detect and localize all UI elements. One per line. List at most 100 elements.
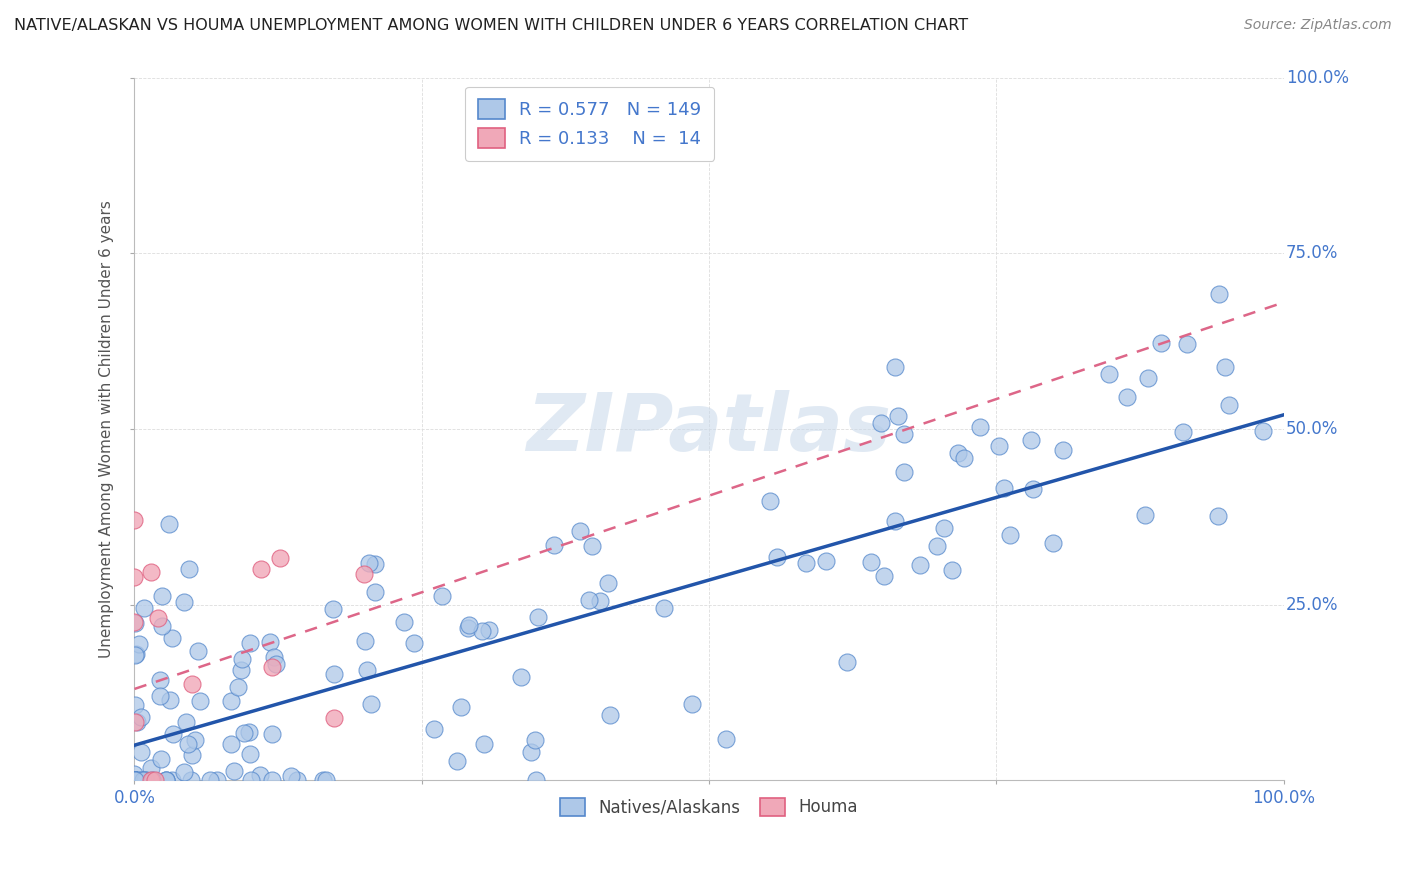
Point	[198, 773, 221, 788]
Point	[159, 692, 181, 706]
Point	[124, 698, 146, 712]
Point	[188, 694, 211, 708]
Point	[1000, 528, 1022, 542]
Point	[472, 738, 495, 752]
Point	[969, 419, 991, 434]
Point	[180, 773, 202, 788]
Point	[135, 773, 157, 788]
Point	[716, 731, 738, 746]
Point	[129, 710, 152, 724]
Point	[353, 567, 375, 582]
Point	[322, 602, 344, 616]
Point	[589, 594, 612, 608]
Point	[814, 554, 837, 568]
Point	[794, 556, 817, 570]
Point	[249, 561, 271, 575]
Point	[224, 764, 246, 778]
Point	[155, 773, 177, 788]
Text: 50.0%: 50.0%	[1286, 420, 1339, 438]
Point	[143, 773, 166, 788]
Point	[141, 773, 163, 788]
Point	[446, 754, 468, 768]
Point	[124, 513, 146, 527]
Point	[363, 585, 385, 599]
Point	[132, 773, 155, 788]
Point	[131, 773, 153, 788]
Point	[1042, 536, 1064, 550]
Point	[149, 673, 172, 688]
Point	[392, 615, 415, 629]
Point	[129, 745, 152, 759]
Point	[232, 726, 254, 740]
Point	[260, 659, 283, 673]
Point	[269, 551, 291, 566]
Point	[893, 465, 915, 479]
Point	[205, 773, 228, 788]
Point	[264, 657, 287, 672]
Point	[125, 773, 148, 788]
Point	[860, 555, 883, 569]
Point	[132, 773, 155, 788]
Point	[870, 416, 893, 430]
Point	[124, 773, 146, 788]
Point	[124, 773, 146, 788]
Legend: Natives/Alaskans, Houma: Natives/Alaskans, Houma	[551, 789, 866, 825]
Point	[124, 615, 146, 630]
Point	[231, 663, 253, 677]
Point	[226, 680, 249, 694]
Point	[155, 773, 177, 788]
Point	[162, 632, 184, 646]
Point	[1218, 398, 1240, 412]
Point	[569, 524, 592, 538]
Point	[150, 619, 173, 633]
Point	[124, 773, 146, 788]
Point	[520, 745, 543, 759]
Point	[654, 601, 676, 615]
Point	[364, 558, 387, 572]
Point	[134, 773, 156, 788]
Point	[359, 556, 381, 570]
Point	[934, 521, 956, 535]
Point	[315, 773, 337, 788]
Point	[873, 569, 896, 583]
Point	[124, 714, 146, 729]
Point	[160, 773, 183, 788]
Point	[239, 636, 262, 650]
Point	[1206, 508, 1229, 523]
Point	[124, 615, 146, 630]
Point	[322, 711, 344, 725]
Point	[1150, 336, 1173, 351]
Point	[132, 600, 155, 615]
Text: Source: ZipAtlas.com: Source: ZipAtlas.com	[1244, 18, 1392, 32]
Point	[260, 773, 283, 788]
Point	[596, 575, 619, 590]
Point	[124, 773, 146, 788]
Point	[835, 655, 858, 669]
Point	[402, 636, 425, 650]
Point	[124, 773, 146, 788]
Point	[987, 438, 1010, 452]
Point	[1098, 367, 1121, 381]
Point	[758, 494, 780, 508]
Point	[478, 624, 501, 638]
Point	[524, 773, 547, 788]
Point	[1208, 286, 1230, 301]
Point	[1175, 336, 1198, 351]
Point	[162, 727, 184, 741]
Point	[948, 445, 970, 459]
Point	[177, 562, 200, 576]
Point	[139, 565, 162, 579]
Text: 25.0%: 25.0%	[1286, 596, 1339, 614]
Point	[884, 514, 907, 528]
Point	[124, 767, 146, 781]
Point	[312, 773, 335, 788]
Point	[249, 768, 271, 782]
Text: 75.0%: 75.0%	[1286, 244, 1339, 262]
Point	[524, 732, 547, 747]
Point	[239, 747, 262, 761]
Point	[124, 773, 146, 788]
Point	[124, 648, 146, 662]
Point	[1251, 424, 1274, 438]
Point	[422, 722, 444, 736]
Point	[176, 737, 198, 751]
